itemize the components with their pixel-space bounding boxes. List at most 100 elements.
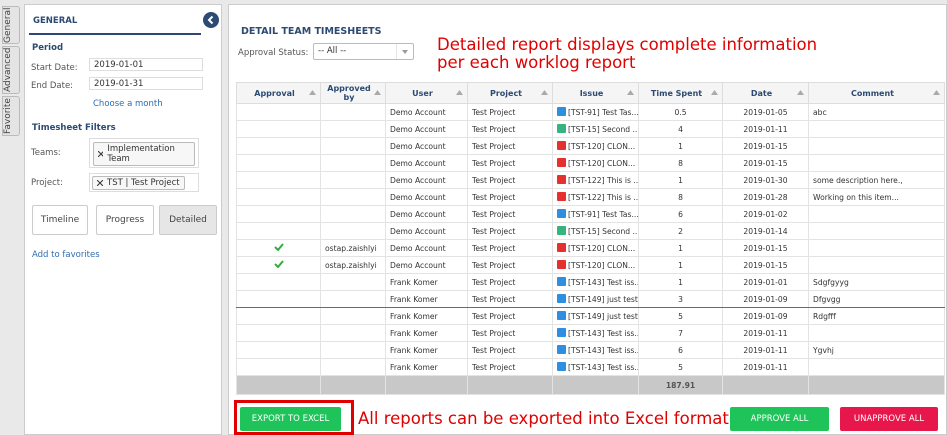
approval-cell (236, 256, 321, 274)
user-cell: Frank Komer (385, 307, 468, 325)
annotation: All reports can be exported into Excel f… (358, 409, 729, 428)
side-tab[interactable]: Favorite (2, 96, 20, 136)
time-spent-cell: 7 (638, 324, 723, 342)
issue-cell[interactable]: [TST-15] Second ... (552, 120, 639, 138)
side-tab[interactable]: General (2, 6, 20, 44)
comment-cell (808, 324, 945, 342)
approved-by-cell (320, 273, 386, 291)
issue-type-icon (557, 175, 566, 184)
start-input[interactable]: 2019-01-01 (89, 58, 203, 71)
table-row: Demo Account Test Project [TST-15] Second … (236, 120, 945, 138)
column-header[interactable]: Date (722, 82, 809, 104)
issue-cell[interactable]: [TST-120] CLON... (552, 239, 639, 257)
issue: [TST-91] Test Tas... (568, 210, 639, 219)
issue-cell[interactable]: [TST-149] just test (552, 290, 639, 308)
teams-field[interactable]: Implementation Team (89, 138, 199, 168)
approval-cell (236, 290, 321, 308)
date-cell: 2019-01-28 (722, 188, 809, 206)
issue-cell[interactable]: [TST-15] Second ... (552, 222, 639, 240)
column-header[interactable]: Comment (808, 82, 945, 104)
issue: [TST-122] This is ... (568, 193, 639, 202)
add-favorites-link[interactable]: Add to favorites (32, 250, 100, 260)
approval-cell (236, 222, 321, 240)
project: Test Project (472, 158, 516, 168)
approve-all-button[interactable]: APPROVE ALL (730, 407, 829, 431)
column-header[interactable]: Issue (552, 82, 639, 104)
filters-heading: Timesheet Filters (32, 123, 116, 133)
column-title: Project (489, 88, 523, 98)
approval-cell (236, 120, 321, 138)
issue-type-icon (557, 328, 566, 337)
choose-month-link[interactable]: Choose a month (93, 99, 163, 109)
column-title: Date (750, 88, 773, 98)
time-spent: 4 (678, 124, 683, 134)
issue-cell[interactable]: [TST-91] Test Tas... (552, 205, 639, 223)
remove-icon[interactable] (97, 180, 103, 186)
project: Test Project (472, 362, 516, 372)
total-cell (808, 375, 945, 395)
column-title: Time Spent (650, 88, 703, 98)
issue-cell[interactable]: [TST-120] CLON... (552, 256, 639, 274)
project-cell: Test Project (467, 222, 553, 240)
time-spent: 1 (678, 175, 683, 185)
approval-select[interactable]: -- All -- (313, 43, 414, 60)
issue-type-icon (557, 260, 566, 269)
issue-cell[interactable]: [TST-120] CLON... (552, 137, 639, 155)
date-cell: 2019-01-15 (722, 239, 809, 257)
user: Frank Komer (390, 294, 438, 304)
approved-by-cell (320, 205, 386, 223)
column-header[interactable]: Time Spent (638, 82, 723, 104)
issue-cell[interactable]: [TST-143] Test iss... (552, 273, 639, 291)
issue-cell[interactable]: [TST-120] CLON... (552, 154, 639, 172)
side-tab[interactable]: Advanced (2, 46, 20, 94)
date: 2019-01-11 (743, 345, 788, 355)
issue-cell[interactable]: [TST-143] Test iss... (552, 324, 639, 342)
table-row: Frank Komer Test Project [TST-149] just te… (236, 307, 945, 325)
end-input[interactable]: 2019-01-31 (89, 77, 203, 90)
time-spent-cell: 5 (638, 307, 723, 325)
project-label: Project: (31, 178, 63, 188)
user-cell: Frank Komer (385, 324, 468, 342)
unapprove-all-button[interactable]: UNAPPROVE ALL (840, 407, 938, 431)
approval-cell (236, 239, 321, 257)
user-cell: Demo Account (385, 171, 468, 189)
column-header[interactable]: Approval (236, 82, 321, 104)
issue-cell[interactable]: [TST-91] Test Tas... (552, 103, 639, 121)
view-button[interactable]: Detailed (159, 205, 217, 235)
sort-icon (627, 90, 634, 95)
project-field[interactable]: TST | Test Project (89, 173, 199, 192)
column-header[interactable]: User (385, 82, 468, 104)
start-label: Start Date: (31, 63, 78, 73)
issue-cell[interactable]: [TST-122] This is ... (552, 188, 639, 206)
table-row: Demo Account Test Project [TST-122] This i… (236, 188, 945, 206)
column-header[interactable]: Project (467, 82, 553, 104)
comment-cell: Sdgfgyyg (808, 273, 945, 291)
column-header[interactable]: Approved by (320, 82, 386, 104)
export-button[interactable]: EXPORT TO EXCEL (240, 407, 341, 431)
date: 2019-01-15 (743, 158, 788, 168)
date-cell: 2019-01-15 (722, 256, 809, 274)
total-cell (385, 375, 468, 395)
view-button[interactable]: Timeline (32, 205, 88, 235)
issue-cell[interactable]: [TST-149] just test (552, 307, 639, 325)
issue-cell[interactable]: [TST-122] This is ... (552, 171, 639, 189)
collapse-button[interactable] (203, 12, 219, 28)
time-spent: 1 (678, 277, 683, 287)
approval-cell (236, 188, 321, 206)
comment-cell (808, 205, 945, 223)
column-title: Comment (851, 88, 894, 98)
table-row: Demo Account Test Project [TST-91] Test Ta… (236, 205, 945, 223)
table-row: Demo Account Test Project [TST-120] CLON..… (236, 137, 945, 155)
issue-cell[interactable]: [TST-143] Test iss... (552, 358, 639, 376)
approval-cell (236, 324, 321, 342)
remove-icon[interactable] (98, 151, 104, 157)
team-chip: Implementation Team (93, 142, 195, 166)
time-spent: 0.5 (674, 107, 687, 117)
date: 2019-01-15 (743, 260, 788, 270)
comment: some description here., (813, 175, 903, 185)
view-button[interactable]: Progress (96, 205, 154, 235)
approved-by-cell (320, 341, 386, 359)
project: Test Project (472, 209, 516, 219)
approval-cell (236, 103, 321, 121)
issue-cell[interactable]: [TST-143] Test iss... (552, 341, 639, 359)
